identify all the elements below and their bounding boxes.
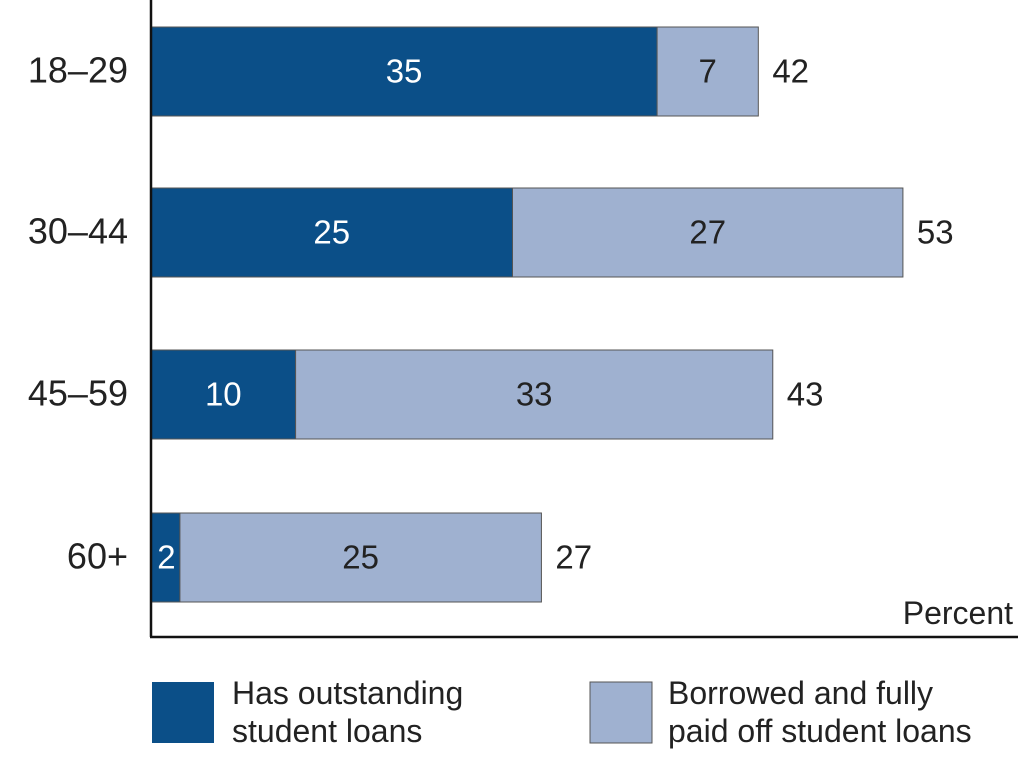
total-label: 27	[555, 539, 592, 576]
legend-swatch-outstanding	[152, 682, 214, 743]
bar-paid-off	[512, 187, 904, 278]
data-label: 27	[689, 214, 726, 251]
legend-label-outstanding-line2: student loans	[232, 713, 422, 749]
legend-label-paid-off-line2: paid off student loans	[668, 713, 972, 749]
data-label: 10	[205, 376, 242, 413]
bar-outstanding	[150, 512, 181, 603]
data-label: 2	[157, 539, 175, 576]
bar-outstanding	[150, 349, 297, 440]
y-tick-label: 60+	[67, 536, 128, 577]
bar-paid-off	[656, 26, 759, 117]
y-tick-label: 30–44	[28, 211, 128, 252]
bar-paid-off	[179, 512, 542, 603]
data-label: 25	[313, 214, 350, 251]
bar-outstanding	[150, 26, 658, 117]
legend-swatch-paid-off	[589, 681, 653, 744]
total-label: 43	[787, 376, 824, 413]
total-label: 42	[772, 53, 809, 90]
data-label: 7	[699, 53, 717, 90]
data-label: 33	[516, 376, 553, 413]
data-label: 35	[386, 53, 423, 90]
bar-paid-off	[295, 349, 774, 440]
bar-outstanding	[150, 187, 513, 278]
legend-label-outstanding-line1: Has outstanding	[232, 675, 463, 711]
total-label: 53	[917, 214, 954, 251]
x-axis-label: Percent	[903, 595, 1013, 631]
y-tick-label: 18–29	[28, 50, 128, 91]
y-tick-label: 45–59	[28, 373, 128, 414]
legend-label-paid-off-line1: Borrowed and fully	[668, 675, 933, 711]
data-label: 25	[342, 539, 379, 576]
